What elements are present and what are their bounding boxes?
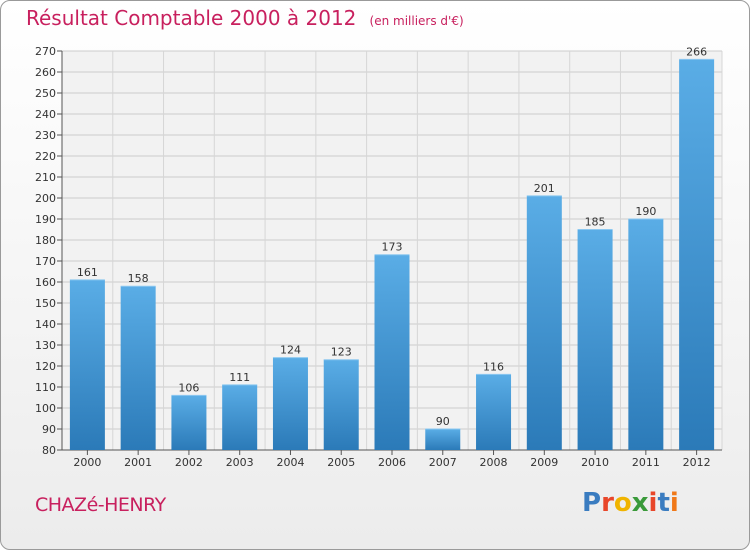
bar [222,384,258,450]
data-label: 111 [229,371,250,384]
logo-letter: P [582,488,602,518]
data-label: 173 [382,241,403,254]
logo-letter: r [601,488,614,518]
y-tick-label: 250 [35,87,56,100]
chart-title: Résultat Comptable 2000 à 2012 (en milli… [26,6,464,30]
bar [526,195,562,450]
x-tick-label: 2010 [581,456,609,469]
logo-letter: x [631,488,649,518]
logo-letter: t [657,488,670,518]
commune-name: CHAZé-HENRY [35,494,166,516]
logo-letter: i [669,488,679,518]
y-tick-label: 180 [35,234,56,247]
bar [628,219,664,450]
y-tick-label: 210 [35,171,56,184]
y-tick-label: 90 [42,423,56,436]
y-tick-label: 80 [42,444,56,457]
bar [476,374,512,450]
x-tick-label: 2006 [378,456,406,469]
proxiti-logo: Proxiti [582,488,679,518]
y-tick-label: 140 [35,318,56,331]
x-tick-label: 2005 [327,456,355,469]
y-tick-label: 260 [35,66,56,79]
y-tick-label: 200 [35,192,56,205]
x-tick-label: 2004 [276,456,304,469]
x-tick-label: 2012 [683,456,711,469]
bar [171,395,207,450]
bars [69,58,715,451]
bar [69,279,105,450]
y-tick-label: 270 [35,45,56,58]
bar [120,286,156,450]
data-label: 161 [77,266,98,279]
x-tick-label: 2000 [73,456,101,469]
title-main: Résultat Comptable 2000 à 2012 [26,6,357,30]
x-tick-label: 2011 [632,456,660,469]
data-label: 190 [635,205,656,218]
data-label: 266 [686,45,707,58]
data-label: 106 [178,381,199,394]
bar [323,359,359,450]
x-tick-label: 2003 [226,456,254,469]
y-tick-label: 230 [35,129,56,142]
y-tick-label: 160 [35,276,56,289]
bar [425,429,461,450]
data-label: 123 [331,346,352,359]
x-tick-label: 2002 [175,456,203,469]
data-label: 201 [534,182,555,195]
data-label: 116 [483,360,504,373]
data-label: 90 [436,415,450,428]
bar [577,229,613,450]
y-tick-label: 170 [35,255,56,268]
y-tick-label: 100 [35,402,56,415]
data-label: 185 [585,216,606,229]
title-unit: (en milliers d'€) [369,14,464,28]
y-tick-label: 220 [35,150,56,163]
x-tick-label: 2009 [530,456,558,469]
y-tick-label: 150 [35,297,56,310]
bar [272,357,308,450]
x-tick-label: 2008 [480,456,508,469]
logo-letter: o [613,488,632,518]
bar [374,254,410,450]
y-tick-label: 240 [35,108,56,121]
y-tick-label: 120 [35,360,56,373]
logo-letter: i [648,488,658,518]
y-tick-label: 130 [35,339,56,352]
x-tick-label: 2001 [124,456,152,469]
y-tick-label: 110 [35,381,56,394]
data-label: 124 [280,344,301,357]
bar [679,59,715,451]
labels: 8090100110120130140150160170180190200210… [35,45,711,469]
data-label: 158 [128,272,149,285]
x-tick-label: 2007 [429,456,457,469]
y-tick-label: 190 [35,213,56,226]
